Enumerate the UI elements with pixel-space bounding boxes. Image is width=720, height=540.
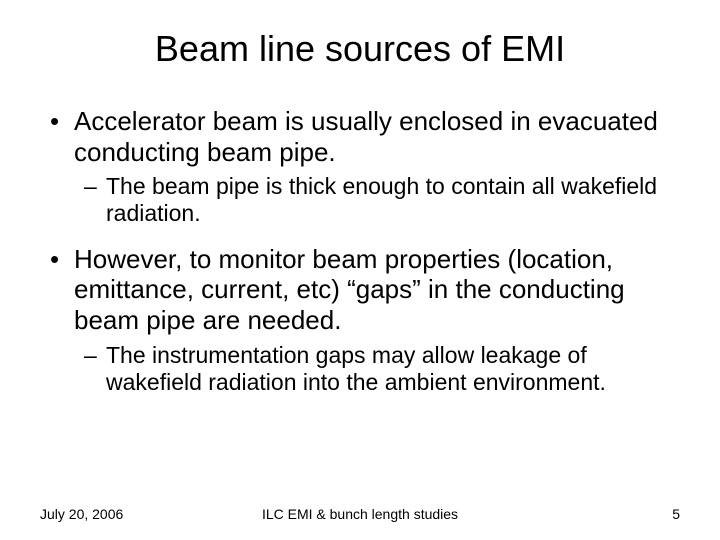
bullet-level-1: • Accelerator beam is usually enclosed i… <box>40 106 680 167</box>
footer-center: ILC EMI & bunch length studies <box>0 506 720 522</box>
bullet-mark: • <box>50 106 74 167</box>
bullet-mark: – <box>84 173 106 227</box>
bullet-level-2: – The instrumentation gaps may allow lea… <box>40 342 680 396</box>
slide-content: • Accelerator beam is usually enclosed i… <box>40 106 680 396</box>
bullet-mark: • <box>50 244 74 336</box>
bullet-text: The beam pipe is thick enough to contain… <box>106 173 680 227</box>
bullet-level-2: – The beam pipe is thick enough to conta… <box>40 173 680 227</box>
bullet-level-1: • However, to monitor beam properties (l… <box>40 244 680 336</box>
bullet-text: However, to monitor beam properties (loc… <box>74 244 680 336</box>
slide: Beam line sources of EMI • Accelerator b… <box>0 0 720 540</box>
slide-title: Beam line sources of EMI <box>40 28 680 70</box>
slide-footer: July 20, 2006 ILC EMI & bunch length stu… <box>0 506 720 522</box>
bullet-text: The instrumentation gaps may allow leaka… <box>106 342 680 396</box>
bullet-text: Accelerator beam is usually enclosed in … <box>74 106 680 167</box>
bullet-mark: – <box>84 342 106 396</box>
